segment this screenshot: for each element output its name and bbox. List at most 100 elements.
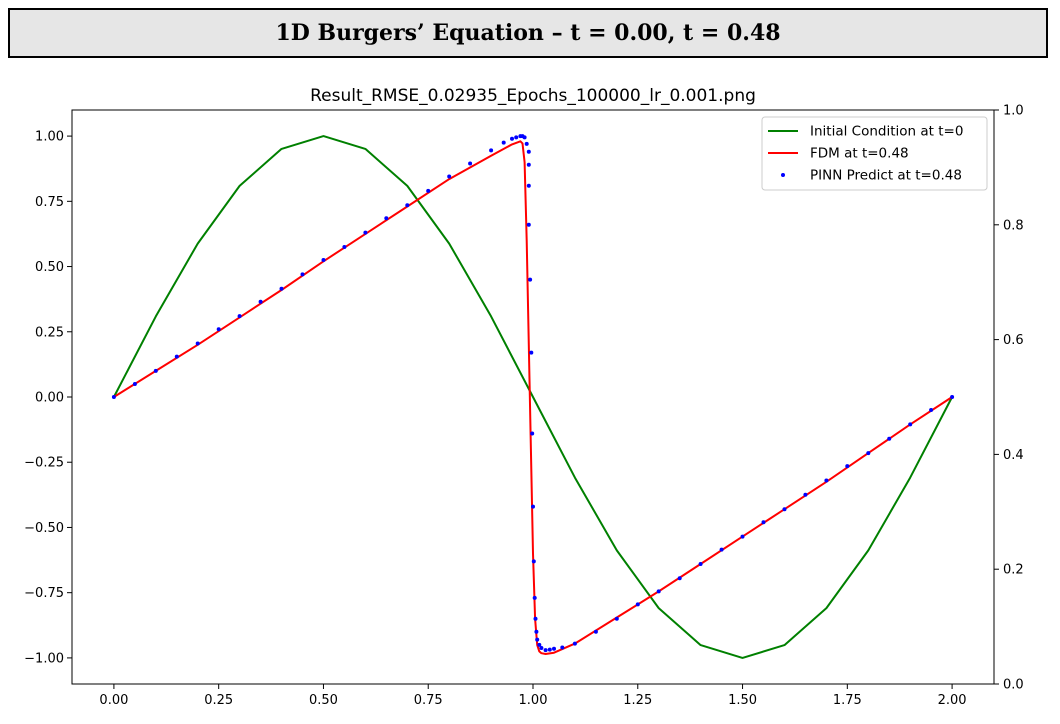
data-point [782, 507, 787, 512]
data-point [929, 408, 934, 412]
x-tick-label: 1.50 [728, 693, 757, 708]
data-point [539, 646, 544, 650]
data-point [342, 245, 347, 249]
legend-label: Initial Condition at t=0 [810, 124, 963, 140]
data-point [111, 395, 116, 399]
data-point [535, 637, 540, 642]
x-axis: 0.00 0.25 0.50 0.75 1.00 1.25 1.50 1.75 2.00 [99, 684, 967, 708]
data-point [447, 174, 452, 179]
data-point [593, 629, 598, 634]
y2-tick-label: 1.0 [1003, 104, 1024, 119]
x-tick-label: 0.25 [204, 693, 233, 708]
chart-title: Result_RMSE_0.02935_Epochs_100000_lr_0.0… [310, 86, 756, 106]
secondary-y-axis: 0.0 0.2 0.4 0.6 0.8 1.0 [994, 104, 1024, 693]
series-points-pinn-predict-at-t-0-48 [111, 134, 955, 653]
y-tick-label: 0.50 [35, 260, 64, 275]
data-point [560, 645, 565, 650]
y-tick-label: 0.00 [35, 391, 64, 406]
y2-tick-label: 0.6 [1003, 333, 1024, 348]
data-point [698, 562, 703, 566]
data-point [526, 222, 531, 227]
data-point [635, 602, 640, 607]
x-tick-label: 1.00 [519, 693, 548, 708]
data-point [468, 161, 473, 166]
y-axis: −1.00 −0.75 −0.50 −0.25 0.00 0.25 0.50 0.75 1.00 [24, 130, 72, 666]
data-point [950, 395, 955, 399]
data-point [524, 141, 529, 146]
x-tick-label: 0.50 [309, 693, 338, 708]
y-tick-label: 0.75 [35, 195, 64, 210]
data-point [237, 314, 242, 319]
data-point [526, 162, 531, 167]
legend-label: FDM at t=0.48 [810, 146, 909, 162]
data-point [677, 576, 682, 581]
data-point [279, 286, 284, 291]
banner-title: 1D Burgers’ Equation – t = 0.00, t = 0.4… [275, 20, 781, 46]
series-layer [111, 134, 955, 659]
data-point [866, 451, 871, 456]
data-point [526, 149, 531, 154]
y2-tick-label: 0.8 [1003, 218, 1024, 233]
data-point [547, 647, 552, 652]
data-point [384, 216, 389, 221]
data-point [531, 559, 536, 564]
data-point [522, 135, 527, 140]
data-point [537, 642, 542, 647]
data-point [216, 327, 221, 332]
y-tick-label: −0.50 [24, 521, 64, 536]
data-point [908, 422, 913, 427]
data-point [174, 354, 179, 359]
x-tick-label: 0.75 [414, 693, 443, 708]
data-point [501, 140, 506, 145]
data-point [529, 350, 534, 355]
data-point [526, 183, 531, 188]
data-point [543, 648, 548, 653]
data-point [132, 382, 137, 386]
data-point [845, 464, 850, 469]
y-tick-label: −0.75 [24, 586, 64, 601]
data-point [803, 492, 808, 497]
y-tick-label: −0.25 [24, 456, 64, 471]
y-tick-label: 1.00 [35, 130, 64, 145]
data-point [761, 520, 766, 525]
data-point [195, 341, 200, 346]
data-point [533, 616, 538, 621]
header-banner: 1D Burgers’ Equation – t = 0.00, t = 0.4… [8, 8, 1048, 58]
data-point [656, 589, 661, 594]
legend-swatch [781, 173, 785, 177]
data-point [614, 616, 619, 621]
y2-tick-label: 0.2 [1003, 563, 1024, 578]
data-point [514, 135, 519, 140]
data-point [405, 203, 410, 208]
data-point [534, 629, 539, 634]
data-point [532, 595, 537, 600]
legend: Initial Condition at t=0 FDM at t=0.48 PIN… [761, 116, 988, 191]
legend-label: PINN Predict at t=0.48 [810, 168, 962, 184]
data-point [528, 277, 533, 282]
data-point [363, 230, 368, 235]
data-point [740, 534, 745, 539]
data-point [258, 299, 263, 304]
data-point [531, 504, 535, 509]
data-point [300, 272, 305, 277]
series-line-initial-condition-at-t-0 [113, 135, 953, 659]
data-point [719, 547, 724, 552]
x-tick-label: 0.00 [99, 693, 128, 708]
data-point [887, 436, 892, 441]
data-point [510, 136, 514, 141]
y2-tick-label: 0.4 [1003, 448, 1024, 463]
y-tick-label: −1.00 [24, 651, 64, 666]
y2-tick-label: 0.0 [1003, 678, 1024, 693]
data-point [530, 431, 535, 436]
x-tick-label: 2.00 [938, 693, 967, 708]
legend-box [761, 116, 988, 191]
y-tick-label: 0.25 [35, 325, 64, 340]
x-tick-label: 1.25 [623, 693, 652, 708]
data-point [426, 188, 431, 193]
data-point [321, 258, 326, 262]
x-tick-label: 1.75 [833, 693, 862, 708]
data-point [489, 148, 494, 153]
data-point [824, 478, 829, 483]
data-point [153, 368, 158, 373]
